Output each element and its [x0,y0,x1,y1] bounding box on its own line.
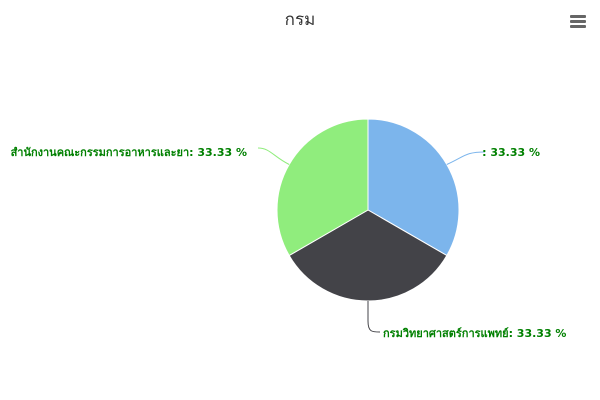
hamburger-menu-icon[interactable] [566,10,590,34]
slice-label-2: สำนักงานคณะกรรมการอาหารและยา: 33.33 % [11,146,247,159]
label-connector-0 [446,151,486,165]
menu-bar-bottom [570,25,586,28]
menu-bar-middle [570,20,586,23]
menu-bar-top [570,15,586,18]
chart-title: กรม [284,10,316,30]
pie-slice-1[interactable] [288,209,448,302]
label-connector-2 [257,147,290,165]
slice-labels: : 33.33 % กรมวิทยาศาสตร์การแพทย์: 33.33 %… [11,146,567,340]
slice-label-0: : 33.33 % [482,146,540,159]
pie-slice-0[interactable] [367,118,460,257]
label-connector-1 [367,301,381,333]
pie-slices [276,118,460,302]
slice-label-1: กรมวิทยาศาสตร์การแพทย์: 33.33 % [383,327,566,340]
label-connectors [257,147,486,333]
pie-slice-2[interactable] [276,118,369,257]
